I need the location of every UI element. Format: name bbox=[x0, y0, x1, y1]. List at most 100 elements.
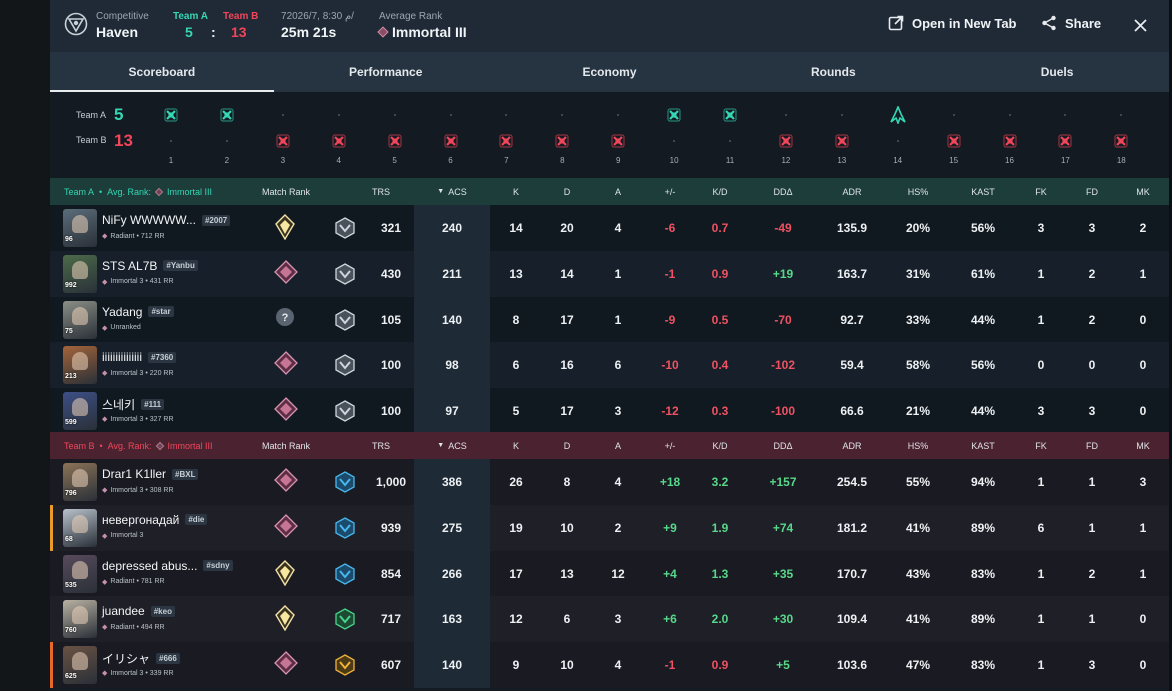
player-rank-text: Immortal 3 • 308 RR bbox=[110, 486, 174, 494]
match-header: Competitive Haven Team A 5 : Team B 13 7… bbox=[50, 0, 1169, 52]
stat-kd: 0.5 bbox=[711, 312, 729, 327]
column-header[interactable]: FD bbox=[1072, 178, 1112, 205]
player-rank: ◆ Immortal 3 • 339 RR bbox=[102, 669, 174, 678]
stat-fd: 1 bbox=[1088, 612, 1096, 627]
share-button[interactable]: Share bbox=[1041, 15, 1101, 31]
column-header[interactable]: K/D bbox=[698, 432, 742, 459]
avg-rank-label: Average Rank bbox=[379, 11, 443, 22]
column-header[interactable]: DDΔ bbox=[753, 178, 813, 205]
stat-acs: 266 bbox=[441, 566, 463, 581]
round-number: 3 bbox=[280, 156, 286, 165]
column-header[interactable]: Match Rank bbox=[251, 178, 321, 205]
agent-portrait-icon bbox=[72, 560, 88, 579]
column-header[interactable]: Match Rank bbox=[251, 432, 321, 459]
column-header[interactable]: K bbox=[496, 178, 536, 205]
column-header[interactable]: K/D bbox=[698, 178, 742, 205]
stat-dd: +35 bbox=[772, 566, 794, 581]
column-header[interactable]: D bbox=[547, 432, 587, 459]
match-date: 7م 8:30 ,2026/7/ bbox=[281, 11, 354, 22]
round-empty-dot bbox=[505, 114, 508, 116]
column-header[interactable]: +/- bbox=[647, 178, 693, 205]
column-header[interactable]: KAST bbox=[955, 432, 1011, 459]
column-header[interactable]: KAST bbox=[955, 178, 1011, 205]
player-row[interactable]: 599 스네키 #111 ◆ Immortal 3 • 327 RR 100 97 5 17 3 -… bbox=[50, 388, 1169, 435]
round-number: 12 bbox=[781, 156, 791, 165]
close-icon[interactable] bbox=[1134, 19, 1147, 32]
column-header[interactable]: FK bbox=[1021, 178, 1061, 205]
match-panel: Competitive Haven Team A 5 : Team B 13 7… bbox=[50, 0, 1169, 691]
bullet-separator: • bbox=[99, 186, 103, 197]
column-header[interactable]: MK bbox=[1123, 432, 1163, 459]
player-name[interactable]: Drar1 K1ller #BXL bbox=[102, 467, 199, 481]
player-name[interactable]: STS AL7B #Yanbu bbox=[102, 259, 198, 273]
player-name[interactable]: невергонадай #die bbox=[102, 513, 208, 527]
player-tag: #666 bbox=[156, 653, 180, 665]
tab-scoreboard[interactable]: Scoreboard bbox=[50, 52, 274, 92]
column-header[interactable]: ADR bbox=[822, 178, 882, 205]
column-header[interactable]: +/- bbox=[647, 432, 693, 459]
player-row[interactable]: 535 depressed abus... #sdny ◆ Radiant • 781 … bbox=[50, 550, 1169, 597]
column-header[interactable]: ▼ ACS bbox=[414, 432, 490, 459]
column-header[interactable]: FD bbox=[1072, 432, 1112, 459]
stat-dd: +74 bbox=[772, 520, 794, 535]
tab-performance[interactable]: Performance bbox=[349, 65, 423, 79]
tab-duels[interactable]: Duels bbox=[1040, 65, 1074, 79]
stat-k: 5 bbox=[512, 404, 520, 419]
player-row[interactable]: 625 イリシャ #666 ◆ Immortal 3 • 339 RR 607 140 9 10… bbox=[50, 642, 1169, 689]
column-header[interactable]: ADR bbox=[822, 432, 882, 459]
column-header[interactable]: MK bbox=[1123, 178, 1163, 205]
column-header[interactable]: TRS bbox=[351, 178, 411, 205]
stat-acs: 240 bbox=[441, 221, 463, 235]
column-header[interactable]: ▼ ACS bbox=[414, 178, 490, 205]
account-level: 96 bbox=[65, 236, 73, 243]
column-header[interactable]: HS% bbox=[890, 432, 946, 459]
team_a-avg-rank-label: Avg. Rank: bbox=[107, 186, 152, 197]
account-level: 992 bbox=[65, 281, 77, 289]
player-name[interactable]: 스네키 #111 bbox=[102, 396, 165, 413]
column-header-label: FK bbox=[1035, 440, 1047, 451]
open-new-tab-button[interactable]: Open in New Tab bbox=[888, 15, 1017, 31]
player-name[interactable]: juandee #keo bbox=[102, 604, 175, 618]
player-row[interactable]: 68 невергонадай #die ◆ Immortal 3 939 275 19 10 2… bbox=[50, 504, 1169, 551]
column-header[interactable]: HS% bbox=[890, 178, 946, 205]
column-header[interactable]: A bbox=[598, 432, 638, 459]
column-header-label: ACS bbox=[448, 186, 467, 197]
round-team-b-slot bbox=[1109, 132, 1133, 150]
player-name[interactable]: NiFy WWWWW... #2007 bbox=[102, 213, 231, 227]
round-empty-dot bbox=[617, 114, 620, 116]
stat-fd: 2 bbox=[1088, 312, 1096, 327]
player-name[interactable]: イリシャ #666 bbox=[102, 650, 180, 667]
player-row[interactable]: 760 juandee #keo ◆ Radiant • 494 RR 717 163 12 6… bbox=[50, 596, 1169, 643]
column-header[interactable]: DDΔ bbox=[753, 432, 813, 459]
player-name[interactable]: Yadang #star bbox=[102, 305, 174, 319]
player-name[interactable]: iiiiiiiiiiiiiii #7360 bbox=[102, 350, 177, 364]
player-row[interactable]: 992 STS AL7B #Yanbu ◆ Immortal 3 • 431 RR 430… bbox=[50, 250, 1169, 297]
sort-desc-icon: ▼ bbox=[437, 188, 445, 195]
column-header[interactable]: K bbox=[496, 432, 536, 459]
stat-trs: 1,000 bbox=[375, 475, 407, 489]
stat-a: 4 bbox=[614, 221, 622, 235]
column-header[interactable]: FK bbox=[1021, 432, 1061, 459]
player-name-text: Yadang bbox=[102, 304, 143, 319]
player-row[interactable]: 75 Yadang #star ◆ Unranked? 105 140 8 17 1 -9 0.5 -7… bbox=[50, 296, 1169, 343]
acs-highlight bbox=[414, 550, 490, 597]
agent-portrait-icon bbox=[72, 306, 88, 325]
round-number: 10 bbox=[669, 156, 679, 165]
player-name[interactable]: depressed abus... #sdny bbox=[102, 559, 233, 573]
player-row[interactable]: 213 iiiiiiiiiiiiiii #7360 ◆ Immortal 3 • 220… bbox=[50, 342, 1169, 389]
rank-mini-icon: ◆ bbox=[102, 233, 108, 240]
tab-economy[interactable]: Economy bbox=[582, 65, 637, 79]
player-row[interactable]: 96 NiFy WWWWW... #2007 ◆ Radiant • 712 RR 321… bbox=[50, 205, 1169, 251]
stat-pm: -6 bbox=[664, 221, 676, 235]
column-header[interactable]: A bbox=[598, 178, 638, 205]
round-team-a-slot bbox=[606, 106, 630, 124]
stat-kast: 89% bbox=[970, 612, 996, 627]
column-header[interactable]: D bbox=[547, 178, 587, 205]
column-header[interactable]: TRS bbox=[351, 432, 411, 459]
elimination-icon bbox=[443, 133, 459, 149]
stat-hs: 55% bbox=[905, 475, 931, 489]
team_a-table-header: Team A • Avg. Rank: Immortal III Match Rank T… bbox=[50, 178, 1169, 205]
player-row[interactable]: 796 Drar1 K1ller #BXL ◆ Immortal 3 • 308 RR 1… bbox=[50, 459, 1169, 505]
agent-avatar: 68 bbox=[63, 508, 97, 547]
tab-rounds[interactable]: Rounds bbox=[810, 65, 856, 79]
